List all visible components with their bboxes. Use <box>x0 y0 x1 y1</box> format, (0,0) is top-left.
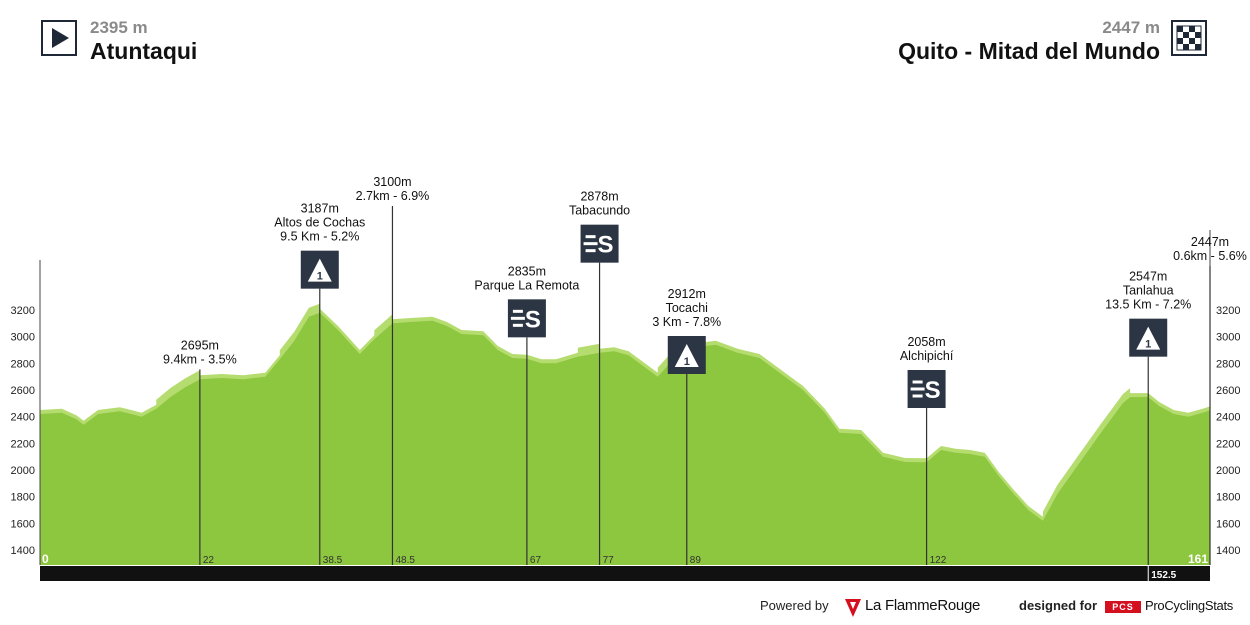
distance-tick-38.5: 38.5 <box>323 555 343 566</box>
distance-tick-152.5: 152.5 <box>1151 570 1176 581</box>
pcs-logo: PCS <box>1105 601 1141 613</box>
sprint-icon-speedline-6-1 <box>910 387 925 391</box>
distance-tick-22: 22 <box>203 555 215 566</box>
distance-tick-77: 77 <box>603 555 615 566</box>
point-label-7-0: 2547m <box>1129 270 1167 284</box>
la-flamme-rouge-text: La FlammeRouge <box>865 597 981 614</box>
point-label-3-1: Parque La Remota <box>474 278 579 292</box>
sprint-icon-speedline-6-2 <box>912 394 923 398</box>
y-tick-right-3000: 3000 <box>1216 332 1240 344</box>
profile-area <box>40 312 1210 565</box>
sprint-icon-letter-4: S <box>598 232 614 259</box>
y-tick-right-2400: 2400 <box>1216 412 1240 424</box>
powered-by-text: Powered by <box>760 598 829 613</box>
climb-category-icon-1 <box>307 258 332 282</box>
distance-bar <box>40 566 1210 581</box>
designed-for-text: designed for <box>1019 598 1098 613</box>
la-flamme-rouge-logo-icon <box>843 597 863 624</box>
point-label-6-1: Alchipichí <box>900 349 954 363</box>
y-tick-right-2000: 2000 <box>1216 465 1240 477</box>
distance-tick-89: 89 <box>690 555 702 566</box>
y-tick-left-2400: 2400 <box>11 412 35 424</box>
climb-category-number-1: 1 <box>317 271 323 283</box>
point-label-0-0: 2695m <box>181 338 219 352</box>
y-tick-left-1800: 1800 <box>11 492 35 504</box>
y-tick-right-2200: 2200 <box>1216 438 1240 450</box>
point-label-1-1: Altos de Cochas <box>274 216 365 230</box>
start-location: Atuntaqui <box>90 38 198 64</box>
sprint-icon-speedline-4-1 <box>583 242 598 246</box>
sprint-icon-speedline-6-0 <box>912 380 923 384</box>
sprint-icon-speedline-3-1 <box>510 316 525 320</box>
point-label-2-1: 2.7km - 6.9% <box>356 189 430 203</box>
y-tick-left-2200: 2200 <box>11 438 35 450</box>
y-tick-left-2000: 2000 <box>11 465 35 477</box>
distance-tick-122: 122 <box>930 555 947 566</box>
point-label-1-2: 9.5 Km - 5.2% <box>280 230 359 244</box>
finish-header: 2447 m Quito - Mitad del Mundo <box>898 18 1160 64</box>
procyclingstats-text: ProCyclingStats <box>1145 598 1233 613</box>
finish-altitude: 2447 m <box>1102 18 1160 37</box>
point-label-5-2: 3 Km - 7.8% <box>652 315 721 329</box>
y-tick-left-2600: 2600 <box>11 385 35 397</box>
y-tick-right-3200: 3200 <box>1216 305 1240 317</box>
climb-category-number-5: 1 <box>684 356 690 368</box>
sprint-icon-letter-3: S <box>525 306 541 333</box>
point-label-2-0: 3100m <box>373 175 411 189</box>
finish-location: Quito - Mitad del Mundo <box>898 38 1160 64</box>
y-tick-right-2600: 2600 <box>1216 385 1240 397</box>
point-label-4-1: Tabacundo <box>569 204 630 218</box>
start-flag-icon <box>41 20 77 56</box>
sprint-icon-3: S <box>510 306 541 333</box>
point-label-7-1: Tanlahua <box>1123 284 1174 298</box>
y-tick-right-1400: 1400 <box>1216 545 1240 557</box>
y-tick-right-2800: 2800 <box>1216 358 1240 370</box>
sprint-icon-4: S <box>583 232 614 259</box>
climb-category-icon-5 <box>674 344 699 367</box>
distance-tick-48.5: 48.5 <box>395 555 415 566</box>
y-tick-left-3200: 3200 <box>11 305 35 317</box>
distance-tick-161: 161 <box>1188 552 1208 566</box>
sprint-icon-speedline-4-2 <box>585 249 596 253</box>
point-label-6-0: 2058m <box>907 335 945 349</box>
sprint-icon-6: S <box>910 377 941 404</box>
y-tick-right-1600: 1600 <box>1216 518 1240 530</box>
y-tick-left-3000: 3000 <box>11 332 35 344</box>
point-label-7-2: 13.5 Km - 7.2% <box>1105 298 1191 312</box>
point-label-8-0: 2447m <box>1191 235 1229 249</box>
y-tick-left-1400: 1400 <box>11 545 35 557</box>
start-header: 2395 m Atuntaqui <box>90 18 197 64</box>
finish-flag-icon <box>1171 20 1207 56</box>
y-tick-left-2800: 2800 <box>11 358 35 370</box>
sprint-icon-speedline-3-2 <box>512 323 523 327</box>
y-tick-right-1800: 1800 <box>1216 492 1240 504</box>
sprint-icon-speedline-3-0 <box>512 309 523 313</box>
start-altitude: 2395 m <box>90 18 148 37</box>
sprint-icon-speedline-4-0 <box>585 235 596 239</box>
sprint-icon-letter-6: S <box>925 377 941 404</box>
point-label-4-0: 2878m <box>580 190 618 204</box>
distance-tick-0: 0 <box>42 552 49 566</box>
point-label-1-0: 3187m <box>301 202 339 216</box>
y-tick-left-1600: 1600 <box>11 518 35 530</box>
climb-category-icon-7 <box>1136 326 1161 350</box>
point-label-3-0: 2835m <box>508 264 546 278</box>
point-label-8-1: 0.6km - 5.6% <box>1173 249 1247 263</box>
point-label-5-1: Tocachi <box>666 301 708 315</box>
climb-category-number-7: 1 <box>1145 339 1151 351</box>
point-label-0-1: 9.4km - 3.5% <box>163 352 237 366</box>
distance-tick-67: 67 <box>530 555 542 566</box>
point-label-5-0: 2912m <box>668 287 706 301</box>
